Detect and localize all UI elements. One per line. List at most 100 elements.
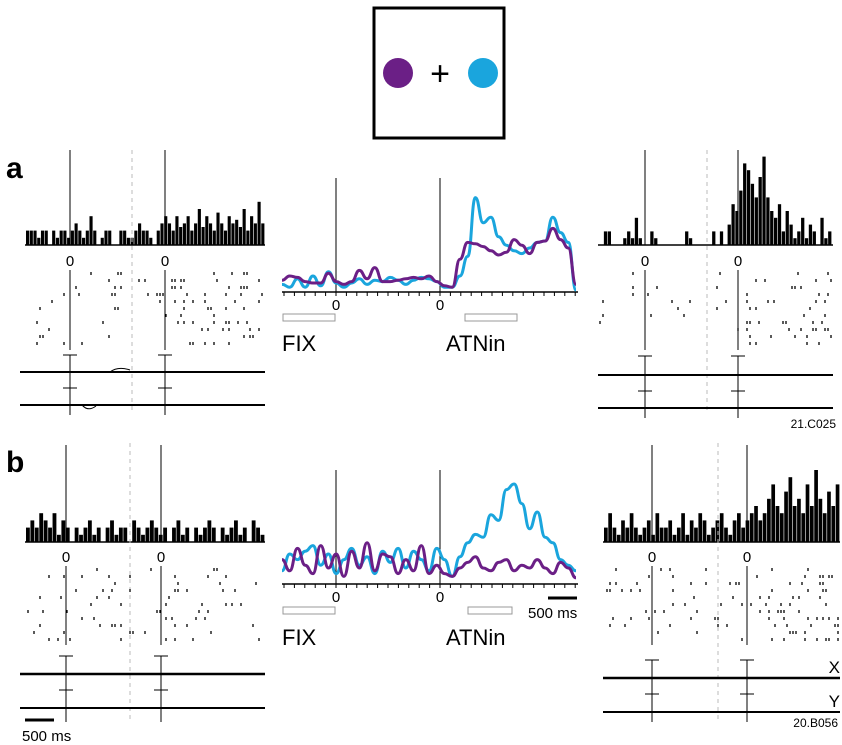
- psth-bar: [198, 534, 203, 542]
- attn-epoch-bar-a: [464, 313, 518, 322]
- psth-bar: [777, 204, 782, 245]
- psth-bar: [223, 230, 228, 245]
- curve-a-purple-series: [281, 226, 578, 289]
- psth-bar: [235, 219, 239, 245]
- psth-bar: [172, 527, 176, 542]
- psth-bar: [827, 491, 831, 542]
- psth-bar: [711, 527, 715, 542]
- psth-bar: [743, 163, 747, 245]
- psth-bar: [808, 224, 813, 245]
- psth-left-a-zero-2: 0: [161, 253, 169, 270]
- psth-bar: [251, 520, 256, 542]
- panel-b: 0 0 500 ms 0 0 500 ms: [20, 443, 840, 745]
- psth-bar: [211, 527, 216, 542]
- psth-bar: [642, 527, 647, 542]
- psth-bar: [149, 237, 153, 245]
- psth-bar: [608, 513, 612, 542]
- psth-bar: [52, 230, 56, 245]
- raster-left-a: [36, 272, 263, 345]
- psth-bar: [809, 506, 814, 542]
- psth-bar: [789, 224, 793, 245]
- fix-label-a: FIX: [282, 331, 317, 356]
- psth-bar: [719, 231, 724, 245]
- psth-bar: [646, 520, 651, 542]
- psth-bar: [749, 513, 754, 542]
- psth-bar: [668, 520, 673, 542]
- psth-bar: [145, 230, 149, 245]
- psth-bar: [779, 513, 784, 542]
- psth-bar: [134, 230, 138, 245]
- psth-bar: [771, 484, 776, 542]
- psth-bar: [82, 237, 86, 245]
- psth-bar: [175, 216, 179, 245]
- psth-bar: [182, 223, 186, 245]
- psth-bar: [34, 527, 39, 542]
- psth-bar: [29, 230, 33, 245]
- psth-bar: [793, 238, 797, 245]
- psth-bar: [638, 238, 642, 245]
- psth-bar: [607, 231, 611, 245]
- psth-bar: [719, 513, 724, 542]
- psth-bar: [750, 183, 755, 245]
- psth-bar: [659, 527, 664, 542]
- psth-left-b-zero-1: 0: [62, 549, 70, 566]
- psth-bar: [52, 513, 57, 542]
- psth-bar: [774, 217, 778, 245]
- psth-bar: [114, 534, 119, 542]
- psth-left-b-zero-2: 0: [157, 549, 165, 566]
- psth-bar: [61, 520, 66, 542]
- fix-epoch-bar-a: [282, 313, 336, 322]
- curve-plot-a: 0 0 FIX ATNin: [281, 178, 578, 356]
- psth-bar: [754, 197, 758, 245]
- psth-bar: [616, 534, 621, 542]
- psth-bar: [767, 498, 771, 542]
- psth-bar: [818, 498, 823, 542]
- psth-bar: [781, 231, 785, 245]
- psth-bar: [792, 506, 797, 542]
- psth-bar: [238, 227, 242, 245]
- psth-bar: [623, 238, 627, 245]
- psth-bar: [126, 237, 130, 245]
- psth-bar: [79, 534, 83, 542]
- psth-bar: [766, 197, 770, 245]
- psth-bar: [37, 237, 41, 245]
- psth-bar: [212, 230, 216, 245]
- panel-a: 0 0 0 0 FIX: [20, 150, 836, 431]
- psth-bar: [681, 513, 685, 542]
- psth-bar: [70, 230, 74, 245]
- psth-bar: [194, 527, 199, 542]
- psth-bar: [89, 216, 93, 245]
- psth-bar: [26, 230, 30, 245]
- psth-bar: [167, 223, 172, 245]
- psth-left-b: [26, 513, 265, 542]
- psth-bar: [220, 527, 225, 542]
- psth-bar: [625, 527, 630, 542]
- psth-bar: [805, 484, 810, 542]
- attn-label-b: ATNin: [446, 625, 506, 650]
- psth-bar: [176, 520, 181, 542]
- raster-right-a: [599, 272, 832, 345]
- psth-bar: [59, 230, 63, 245]
- psth-bar: [83, 527, 88, 542]
- psth-bar: [621, 520, 625, 542]
- curve-b-ticks: [283, 584, 576, 588]
- psth-bar: [136, 527, 141, 542]
- psth-right-b-zero-1: 0: [648, 549, 656, 566]
- psth-bar: [30, 520, 35, 542]
- psth-bar: [156, 230, 160, 245]
- psth-bar: [203, 527, 207, 542]
- psth-bar: [65, 527, 70, 542]
- psth-bar: [87, 520, 92, 542]
- psth-bar: [712, 231, 716, 245]
- psth-bar: [612, 527, 617, 542]
- psth-bar: [784, 491, 788, 542]
- eye-trace-left-b: [20, 655, 265, 722]
- psth-bar: [234, 520, 238, 542]
- psth-bar: [164, 216, 168, 245]
- psth-bar: [694, 527, 698, 542]
- psth-bar: [758, 177, 762, 245]
- psth-bar: [123, 527, 128, 542]
- psth-bar: [180, 534, 185, 542]
- psth-bar: [44, 230, 48, 245]
- psth-bar: [603, 231, 608, 245]
